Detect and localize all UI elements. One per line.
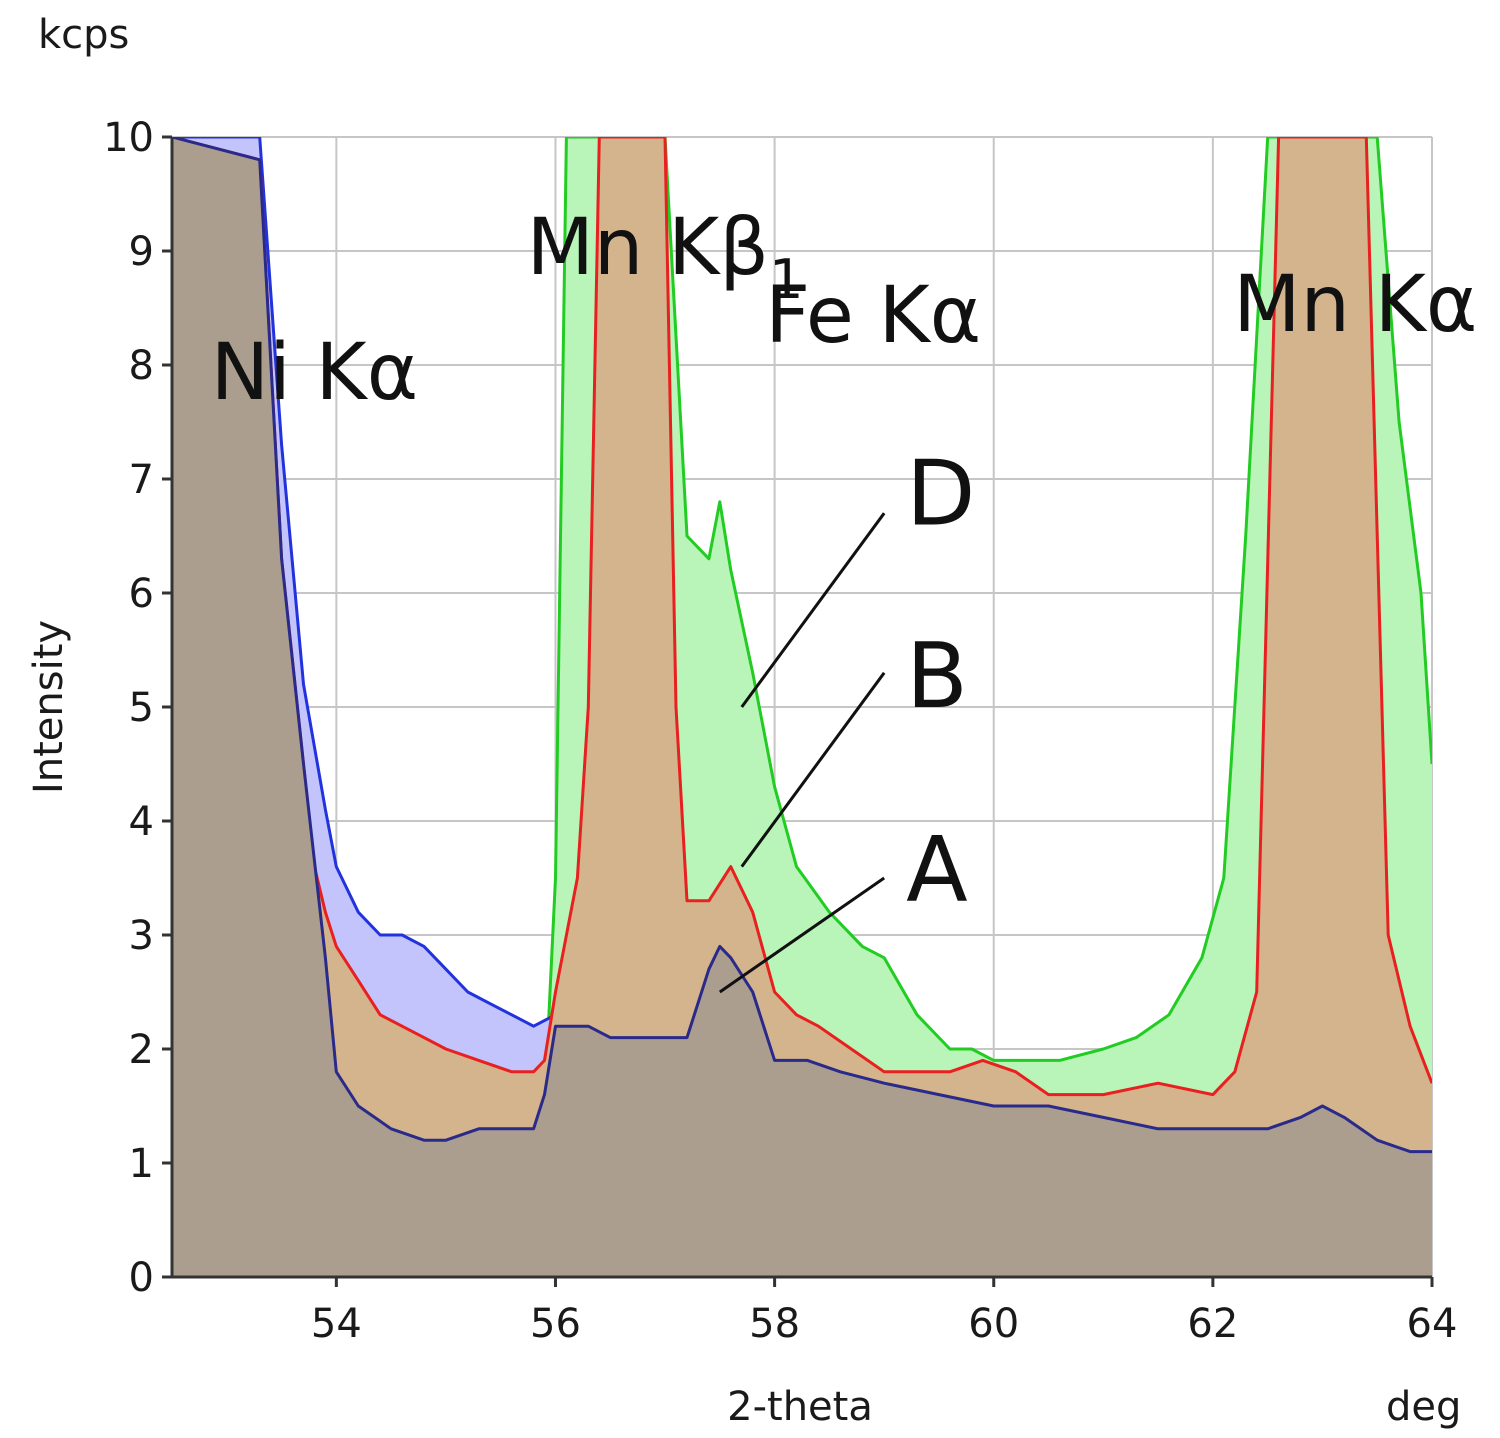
x-axis-unit: deg [1386, 1384, 1461, 1430]
y-tick-label: 2 [129, 1027, 154, 1073]
series-line-b [172, 137, 1432, 1097]
y-axis-unit: kcps [38, 12, 129, 58]
series-line-a [172, 137, 1432, 1154]
x-axis-label: 2-theta [727, 1384, 873, 1430]
x-tick-label: 60 [968, 1301, 1019, 1347]
y-tick-label: 1 [129, 1141, 154, 1187]
y-tick-label: 5 [129, 685, 154, 731]
y-tick-label: 7 [129, 457, 154, 503]
y-tick-label: 6 [129, 571, 154, 617]
curve-label: B [906, 624, 968, 729]
y-tick-label: 9 [129, 229, 154, 275]
series-layer [172, 137, 1432, 1277]
series-line-c [172, 137, 557, 1028]
y-tick-label: 10 [103, 115, 154, 161]
peak-label: Mn Kα [1233, 260, 1477, 350]
peak-label: Mn Kβ1 [527, 203, 804, 311]
curve-label: A [906, 818, 968, 923]
peak-label: Fe Kα [765, 271, 981, 361]
y-tick-label: 0 [129, 1255, 154, 1301]
x-tick-label: 56 [530, 1301, 581, 1347]
y-tick-label: 8 [129, 343, 154, 389]
x-tick-label: 58 [749, 1301, 800, 1347]
y-tick-label: 4 [129, 799, 154, 845]
curve-label: D [906, 442, 975, 547]
peak-label: Ni Kα [211, 328, 418, 418]
curve-leader-line [718, 876, 886, 994]
curve-leader-line [740, 671, 886, 868]
series-area-a [172, 137, 1432, 1277]
x-tick-label: 54 [311, 1301, 362, 1347]
y-tick-label: 3 [129, 913, 154, 959]
y-axis-label: Intensity [26, 620, 72, 794]
curve-leader-line [740, 512, 886, 708]
x-tick-label: 62 [1187, 1301, 1238, 1347]
x-tick-label: 64 [1407, 1301, 1458, 1347]
